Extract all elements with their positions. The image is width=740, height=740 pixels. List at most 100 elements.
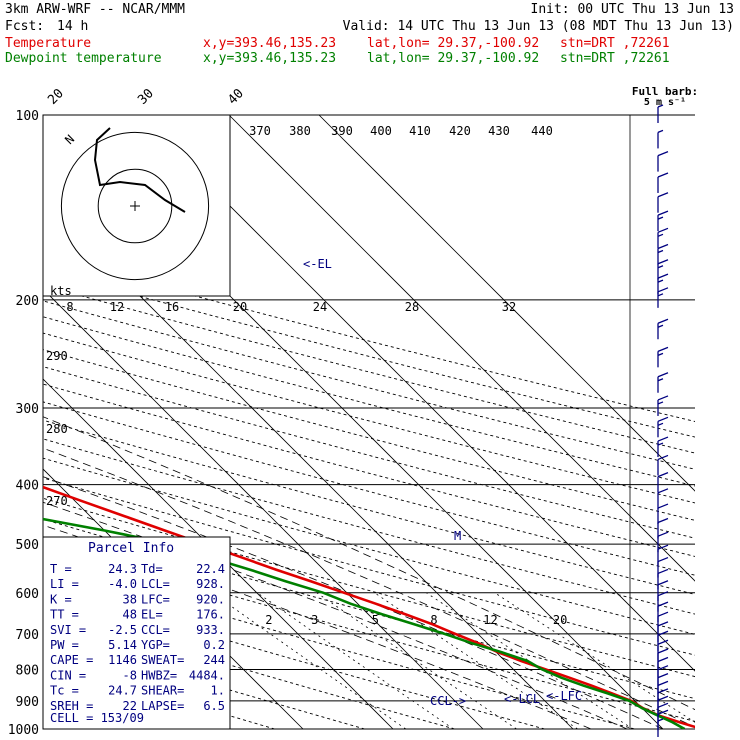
dewpoint-legend-name: Dewpoint temperature <box>5 51 162 66</box>
hodograph-ring-label-32: 32 <box>502 300 516 314</box>
parcel-key-lapse: LAPSE= <box>141 699 184 713</box>
wind-barb-350 <box>657 436 669 458</box>
temperature-legend-latlon: lat,lon= 29.37,-100.92 <box>367 36 540 51</box>
parcel-value-lfc: 920. <box>196 592 225 606</box>
wind-barb-190 <box>657 273 669 295</box>
wind-barb-150 <box>657 210 669 232</box>
wind-barb-525 <box>657 544 669 566</box>
wind-barb-160 <box>657 227 669 249</box>
isotherm-50 <box>318 115 695 492</box>
temperature-legend-name: Temperature <box>5 36 92 51</box>
mixing-level-marker: M <box>454 529 461 543</box>
theta-label-430: 430 <box>488 124 510 138</box>
pressure-label-500: 500 <box>16 538 39 553</box>
theta-label-370: 370 <box>249 124 271 138</box>
pressure-label-400: 400 <box>16 479 39 494</box>
parcel-key-el: EL= <box>141 608 163 622</box>
dry-adiabat-400 <box>43 349 695 521</box>
mixing-ratio-label-5: 5 <box>372 613 379 627</box>
mixing-ratio-label-2: 2 <box>265 613 272 627</box>
wind-barb-425 <box>657 488 669 509</box>
parcel-value-td: 22.4 <box>196 562 225 576</box>
wind-barb-250 <box>657 346 669 368</box>
wind-barb-500 <box>657 531 669 553</box>
parcel-value-lapse: 6.5 <box>203 699 225 713</box>
hodograph-ring-label-20: 20 <box>233 300 247 314</box>
hodograph-ring-16 <box>60 131 210 281</box>
wind-barb-625 <box>657 591 669 612</box>
parcel-key-t: T = <box>50 562 72 576</box>
forecast-label: Fcst: <box>5 19 45 34</box>
parcel-key-ccl: CCL= <box>141 623 170 637</box>
init-time: Init: 00 UTC Thu 13 Jun 13 <box>530 2 735 17</box>
isotherm-label-40: 40 <box>225 86 247 108</box>
dewpoint-legend-station: stn=DRT ,72261 <box>560 51 670 66</box>
wind-barb-120 <box>657 151 669 172</box>
parcel-key-li: LI = <box>50 577 79 591</box>
wind-barb-400 <box>657 472 669 493</box>
parcel-key-sweat: SWEAT= <box>141 653 184 667</box>
parcel-value-tt: 48 <box>123 608 137 622</box>
hodograph-ring-8 <box>97 168 173 244</box>
parcel-value-hwbz: 4484. <box>189 668 225 682</box>
parcel-value-t: 24.3 <box>108 562 137 576</box>
parcel-value-k: 38 <box>123 592 137 606</box>
dry-adiabat-280 <box>43 585 545 729</box>
wind-barb-110 <box>657 129 664 149</box>
mixing-ratio-20 <box>494 592 695 723</box>
parcel-key-tt: TT = <box>50 608 79 622</box>
parcel-key-sreh: SREH = <box>50 699 93 713</box>
dry-adiabat-320 <box>43 497 695 678</box>
theta-label-420: 420 <box>449 124 471 138</box>
parcel-value-ygp: 0.2 <box>203 638 225 652</box>
hodograph-units: kts <box>50 284 72 298</box>
parcel-value-cin: -8 <box>123 668 137 682</box>
parcel-key-hwbz: HWBZ= <box>141 668 177 682</box>
parcel-value-li: -4.0 <box>108 577 137 591</box>
wind-barb-475 <box>657 517 669 539</box>
wind-key-label: Full barb: <box>632 85 698 98</box>
pressure-label-800: 800 <box>16 663 39 678</box>
hodograph-ring-label-28: 28 <box>405 300 419 314</box>
lfc-marker: <-LFC <box>546 689 582 703</box>
dry-adiabat-440 <box>43 284 695 454</box>
pressure-label-100: 100 <box>16 109 39 124</box>
lcl-marker: <-LCL <box>504 692 540 706</box>
theta-label-440: 440 <box>531 124 553 138</box>
isotherm--10 <box>43 378 394 729</box>
pressure-label-300: 300 <box>16 402 39 417</box>
hodograph-ring-label-12: 12 <box>110 300 124 314</box>
theta-label-400: 400 <box>370 124 392 138</box>
theta-label-270: 270 <box>46 494 68 508</box>
parcel-value-el: 176. <box>196 608 225 622</box>
dry-adiabat-450 <box>43 269 695 438</box>
mixing-ratio-label-8: 8 <box>430 613 437 627</box>
moist-adiabat-16 <box>43 501 628 729</box>
parcel-key-tc: Tc = <box>50 684 79 698</box>
isotherm-label-20: 20 <box>45 86 67 108</box>
dry-adiabat-350 <box>43 438 695 615</box>
parcel-key-shear: SHEAR= <box>141 684 184 698</box>
pressure-label-700: 700 <box>16 628 39 643</box>
mixing-ratio-3 <box>257 592 454 729</box>
wind-barb-170 <box>657 243 669 265</box>
mixing-ratio-label-12: 12 <box>483 613 497 627</box>
parcel-value-sweat: 244 <box>203 653 225 667</box>
dewpoint-legend-xy: x,y=393.46,135.23 <box>203 51 337 66</box>
pressure-label-1000: 1000 <box>8 723 39 738</box>
hodograph-trace <box>93 127 186 213</box>
wind-barb-450 <box>657 503 669 525</box>
valid-time: Valid: 14 UTC Thu 13 Jun 13 (08 MDT Thu … <box>342 19 734 34</box>
parcel-value-shear: 1. <box>211 684 225 698</box>
parcel-key-svi: SVI = <box>50 623 86 637</box>
parcel-key-cape: CAPE = <box>50 653 93 667</box>
wind-key-units: 5 m s⁻¹ <box>644 97 686 108</box>
model-title: 3km ARW-WRF -- NCAR/MMM <box>5 2 186 17</box>
wind-barb-180 <box>657 259 669 280</box>
dry-adiabat-360 <box>43 419 695 595</box>
parcel-value-sreh: 22 <box>123 699 137 713</box>
wind-barb-300 <box>657 395 669 416</box>
parcel-key-lcl: LCL= <box>141 577 170 591</box>
temperature-legend-xy: x,y=393.46,135.23 <box>203 36 337 51</box>
